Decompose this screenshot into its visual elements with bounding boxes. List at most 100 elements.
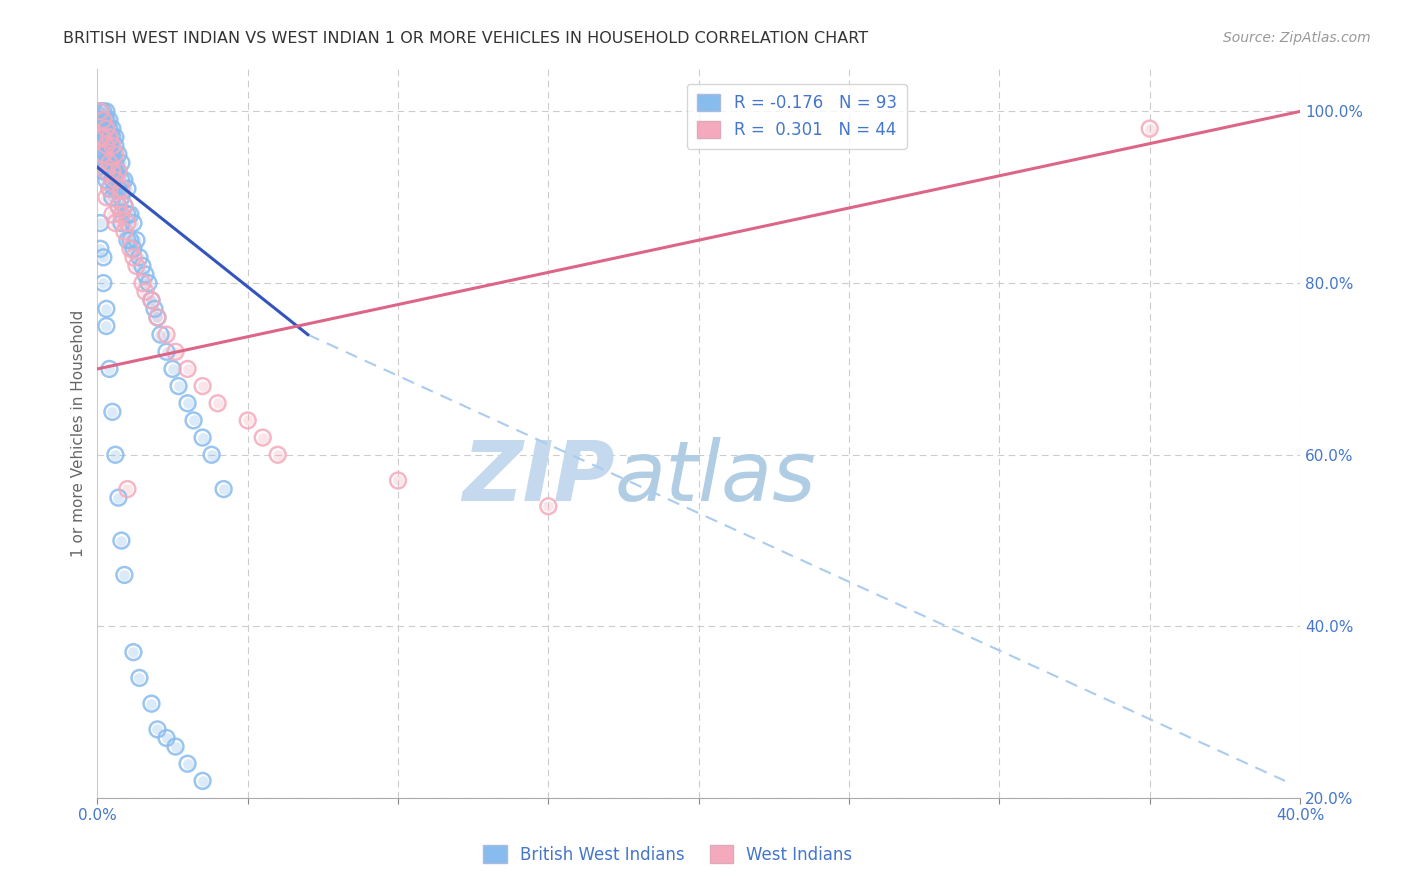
Point [93,147,115,161]
Point [110,156,132,170]
Point [104,216,127,230]
Point [93,138,115,153]
Point [104,216,127,230]
Point [252,431,274,445]
Point [98,156,121,170]
Point [134,268,156,282]
Point [134,285,156,299]
Point [104,130,127,145]
Point [101,156,124,170]
Point [110,216,132,230]
Point [93,156,115,170]
Point [155,344,177,359]
Point [146,310,169,325]
Point [107,491,129,505]
Point [96,121,118,136]
Point [104,448,127,462]
Point [96,113,118,128]
Point [176,756,198,771]
Point [93,130,115,145]
Point [96,138,118,153]
Point [162,362,184,376]
Point [110,216,132,230]
Point [89,121,111,136]
Point [98,113,121,128]
Point [93,130,115,145]
Point [107,199,129,213]
Point [93,251,115,265]
Point [212,482,235,496]
Point [93,276,115,290]
Point [98,130,121,145]
Point [93,113,115,128]
Point [141,697,163,711]
Point [89,104,111,119]
Point [98,156,121,170]
Point [131,259,153,273]
Point [128,671,150,685]
Point [267,448,290,462]
Point [101,130,124,145]
Point [96,318,118,333]
Point [93,147,115,161]
Point [101,121,124,136]
Point [104,156,127,170]
Point [93,121,115,136]
Point [104,182,127,196]
Point [89,216,111,230]
Point [98,182,121,196]
Point [96,301,118,316]
Point [101,405,124,419]
Point [96,173,118,187]
Point [117,207,139,221]
Point [107,199,129,213]
Point [176,362,198,376]
Point [104,182,127,196]
Point [120,207,142,221]
Point [110,190,132,204]
Point [128,671,150,685]
Point [93,130,115,145]
Point [98,182,121,196]
Point [98,130,121,145]
Point [155,327,177,342]
Point [104,164,127,178]
Point [141,293,163,308]
Point [93,113,115,128]
Point [112,225,135,239]
Point [89,121,111,136]
Point [146,310,169,325]
Point [1139,121,1161,136]
Point [122,242,145,256]
Point [96,156,118,170]
Point [128,251,150,265]
Point [117,233,139,247]
Point [101,405,124,419]
Point [98,138,121,153]
Point [236,413,259,427]
Point [101,207,124,221]
Point [93,156,115,170]
Point [112,568,135,582]
Point [96,130,118,145]
Point [125,259,148,273]
Point [117,207,139,221]
Point [93,104,115,119]
Point [112,199,135,213]
Point [537,500,560,514]
Point [131,276,153,290]
Point [89,242,111,256]
Point [89,104,111,119]
Point [117,182,139,196]
Point [89,104,111,119]
Point [112,199,135,213]
Point [183,413,205,427]
Point [89,242,111,256]
Point [165,344,187,359]
Point [122,216,145,230]
Point [207,396,229,410]
Text: ZIP: ZIP [463,436,614,517]
Point [252,431,274,445]
Point [96,164,118,178]
Point [110,182,132,196]
